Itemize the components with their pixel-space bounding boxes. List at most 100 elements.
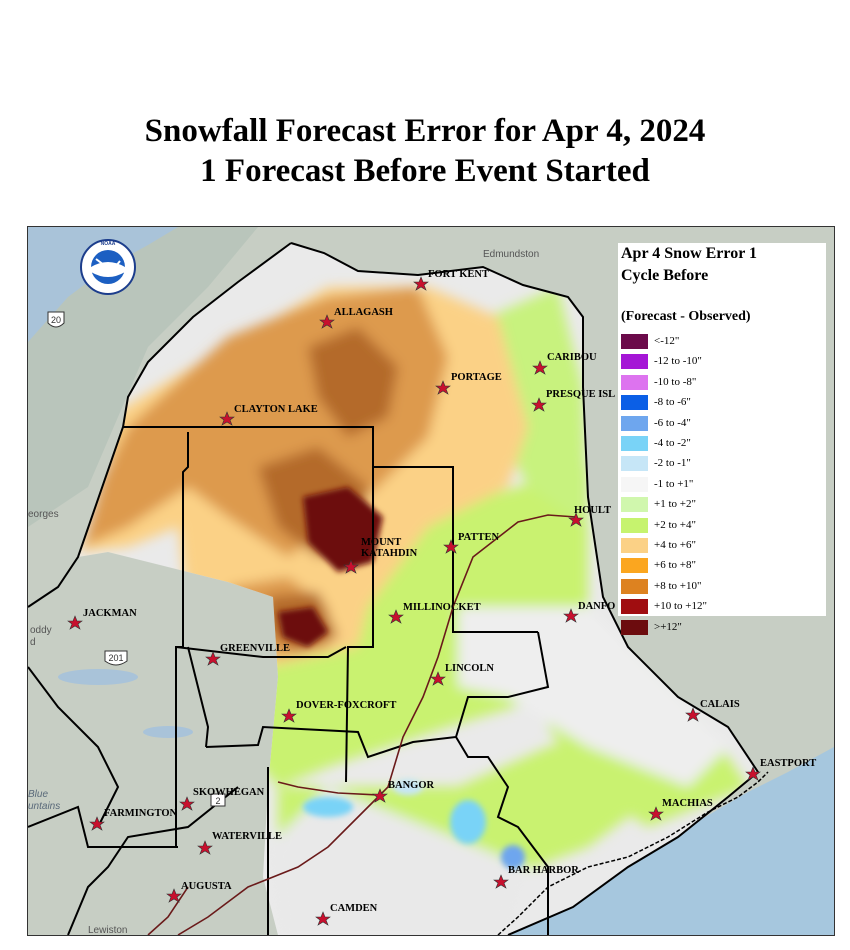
legend-swatch <box>621 599 648 615</box>
city-danforth: DANFO <box>563 601 615 623</box>
legend-label: +10 to +12" <box>654 600 707 613</box>
legend-entry: -2 to -1" <box>621 455 821 472</box>
svg-text:MILLINOCKET: MILLINOCKET <box>403 602 481 613</box>
city-dover-foxcroft: DOVER-FOXCROFT <box>281 700 396 723</box>
noaa-logo: NOAA <box>80 239 136 295</box>
route-20-shield: 20 <box>47 311 65 328</box>
legend-label: -10 to -8" <box>654 375 697 388</box>
svg-text:BANGOR: BANGOR <box>388 780 435 791</box>
river-st-lawrence <box>28 227 178 342</box>
svg-text:DOVER-FOXCROFT: DOVER-FOXCROFT <box>296 700 396 711</box>
city-waterville: WATERVILLE <box>197 831 282 855</box>
city-caribou: CARIBOU <box>532 352 597 375</box>
city-markers: FORT KENT ALLAGASH CARIBOU PORTAGE PRESQ… <box>67 269 816 926</box>
legend-title-line2: Cycle Before <box>621 267 709 284</box>
svg-text:LINCOLN: LINCOLN <box>445 663 494 674</box>
legend-label: +6 to +8" <box>654 559 696 572</box>
place-label-mountains: untains <box>28 801 60 812</box>
svg-text:WATERVILLE: WATERVILLE <box>212 831 282 842</box>
route-201-shield: 201 <box>104 650 128 666</box>
legend-entry: -4 to -2" <box>621 435 821 451</box>
legend-entry: +1 to +2" <box>621 496 821 513</box>
svg-text:2: 2 <box>215 796 220 806</box>
place-label-lewiston: Lewiston <box>88 925 127 935</box>
city-lincoln: LINCOLN <box>430 663 494 686</box>
legend-swatch <box>621 374 648 390</box>
place-label-edmundston: Edmundston <box>483 249 539 260</box>
svg-text:PRESQUE ISL: PRESQUE ISL <box>546 389 615 400</box>
legend-label: +2 to +4" <box>654 518 696 531</box>
legend-entry: +8 to +10" <box>621 578 821 594</box>
svg-text:KATAHDIN: KATAHDIN <box>361 548 418 559</box>
legend-label: -4 to -2" <box>654 437 691 449</box>
legend-entry: +4 to +6" <box>621 537 821 553</box>
legend-entry: -10 to -8" <box>621 374 821 390</box>
legend-subtitle: (Forecast - Observed) <box>621 309 751 324</box>
city-machias: MACHIAS <box>648 798 713 821</box>
svg-text:DANFO: DANFO <box>578 601 615 612</box>
svg-text:HOULT: HOULT <box>574 505 611 516</box>
county-boundaries <box>28 426 550 935</box>
svg-text:ALLAGASH: ALLAGASH <box>334 307 393 318</box>
legend-title-line1: Apr 4 Snow Error 1 <box>621 245 758 262</box>
city-greenville: GREENVILLE <box>205 643 290 666</box>
legend-swatch <box>621 497 648 513</box>
place-label-coddy: oddy <box>30 625 52 636</box>
svg-text:FARMINGTON: FARMINGTON <box>104 808 178 819</box>
svg-text:20: 20 <box>51 315 61 325</box>
legend-swatch <box>621 619 648 635</box>
svg-text:MOUNT: MOUNT <box>361 537 401 548</box>
legend-swatch <box>621 538 648 553</box>
city-houlton: HOULT <box>568 505 611 527</box>
legend-swatch <box>621 354 648 370</box>
city-bar-harbor: BAR HARBOR <box>493 865 579 889</box>
svg-text:AUGUSTA: AUGUSTA <box>181 881 232 892</box>
legend-label: -8 to -6" <box>654 396 691 409</box>
legend-swatch <box>621 395 648 411</box>
legend-entry: <-12" <box>621 333 821 349</box>
svg-text:FORT KENT: FORT KENT <box>428 269 489 280</box>
lake <box>143 726 193 738</box>
legend-label: +4 to +6" <box>654 539 696 551</box>
svg-text:NOAA: NOAA <box>101 241 116 247</box>
legend-swatch <box>621 517 648 533</box>
legend-label: >+12" <box>654 620 682 633</box>
city-presque-isle: PRESQUE ISL <box>531 389 615 412</box>
legend-label: -12 to -10" <box>654 355 702 368</box>
svg-text:PATTEN: PATTEN <box>458 532 499 543</box>
city-portage: PORTAGE <box>435 372 502 395</box>
legend-swatch <box>621 476 648 492</box>
city-augusta: AUGUSTA <box>166 881 232 903</box>
legend-entry: +2 to +4" <box>621 517 821 533</box>
legend-label: -2 to -1" <box>654 457 691 470</box>
city-fort-kent: FORT KENT <box>413 269 489 291</box>
legend-swatch <box>621 456 648 472</box>
svg-text:BAR HARBOR: BAR HARBOR <box>508 865 579 876</box>
legend-entry: >+12" <box>621 619 821 635</box>
city-allagash: ALLAGASH <box>319 307 393 329</box>
legend-swatch <box>621 436 648 451</box>
terrain-west <box>28 227 258 527</box>
svg-text:CAMDEN: CAMDEN <box>330 903 378 914</box>
place-label-georges: eorges <box>28 509 59 520</box>
legend-swatch <box>621 558 648 574</box>
snowfall-error-map: Edmundston eorges oddy d Blue untains Le… <box>27 226 835 936</box>
legend-entry: -8 to -6" <box>621 394 821 411</box>
state-boundary <box>290 242 760 935</box>
city-eastport: EASTPORT <box>745 758 816 781</box>
city-clayton-lake: CLAYTON LAKE <box>219 404 318 426</box>
state-boundary-west <box>28 242 292 608</box>
svg-text:SKOWHEGAN: SKOWHEGAN <box>193 787 265 798</box>
lake <box>58 669 138 685</box>
svg-text:EASTPORT: EASTPORT <box>760 758 816 769</box>
coast-detail <box>497 771 769 935</box>
highways <box>147 514 577 935</box>
legend-entry: +10 to +12" <box>621 598 821 615</box>
legend-entry: -1 to +1" <box>621 476 821 492</box>
city-jackman: JACKMAN <box>67 608 137 630</box>
legend-entry: -6 to -4" <box>621 415 821 431</box>
route-2-shield: 2 <box>210 793 226 807</box>
legend-swatch <box>621 578 648 594</box>
city-millinocket: MILLINOCKET <box>388 602 481 624</box>
city-skowhegan: SKOWHEGAN <box>179 787 265 811</box>
